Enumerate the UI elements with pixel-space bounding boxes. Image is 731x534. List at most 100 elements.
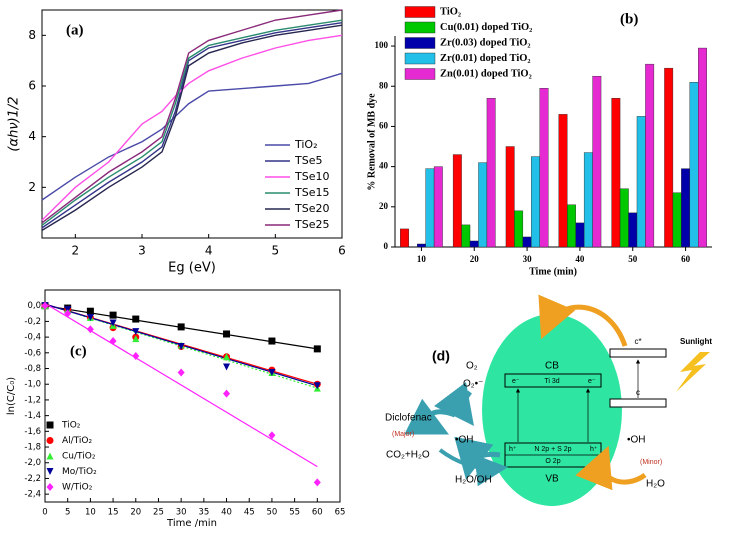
- bar: [400, 228, 409, 248]
- data-line: [41, 9, 343, 224]
- legend-label: Al/TiO₂: [62, 436, 92, 446]
- x-tick-label: 5: [272, 244, 280, 258]
- y-tick-label: -0,4: [24, 333, 41, 343]
- diagram-label: Ti 3d: [544, 378, 559, 385]
- y-tick-label: 20: [379, 201, 389, 211]
- reaction-arrow: [438, 448, 508, 487]
- x-axis-title: Eg (eV): [168, 261, 216, 276]
- legend-label: Zn(0.01) doped TiO₂: [440, 68, 532, 79]
- legend-label: W/TiO₂: [62, 483, 93, 493]
- bar: [478, 162, 488, 248]
- diagram-label: N 2p + S 2p: [534, 446, 571, 453]
- diagram-label: c*: [634, 337, 641, 346]
- x-axis-title: Time /min: [166, 518, 217, 529]
- c-box: [609, 398, 667, 408]
- bar: [416, 243, 426, 248]
- x-tick-label: 3: [138, 244, 146, 258]
- x-tick-label: 45: [244, 508, 255, 518]
- bar: [645, 63, 655, 248]
- diagram-label: H₂O/OH: [455, 475, 492, 486]
- diagram-label: Sunlight: [680, 337, 712, 346]
- c-star-box: [609, 348, 667, 358]
- bar: [425, 168, 435, 248]
- diagram-label: O₂•⁻: [463, 379, 483, 390]
- legend-swatch: [46, 421, 54, 429]
- legend-label: TiO₂: [440, 6, 461, 17]
- bar: [486, 98, 496, 248]
- cb-box: [504, 373, 602, 388]
- legend-swatch: [404, 37, 436, 49]
- y-tick-label: -1,8: [24, 443, 41, 453]
- diagram-label: (Minor): [640, 459, 662, 466]
- panel-label: (d): [432, 348, 450, 364]
- y-tick-label: 60: [379, 120, 389, 130]
- reaction-arrow: [404, 398, 456, 435]
- bar: [469, 240, 479, 248]
- data-point: [86, 325, 94, 334]
- y-tick-label: -2,0: [24, 458, 41, 468]
- x-tick-label: 40: [575, 254, 585, 264]
- y-axis-title: % Removal of MB dye: [366, 93, 377, 191]
- y-tick-label: -1,2: [24, 395, 41, 405]
- data-point: [86, 307, 94, 315]
- legend-label: TSe10: [294, 170, 329, 183]
- y-tick-label: 80: [379, 80, 389, 90]
- x-tick-label: 6: [338, 244, 346, 258]
- x-tick-label: 15: [108, 508, 119, 518]
- bar: [681, 168, 691, 248]
- legend-label: TiO₂: [294, 138, 318, 151]
- reaction-arrow: [434, 381, 474, 427]
- x-tick-label: 20: [130, 508, 141, 518]
- x-tick-label: 0: [42, 508, 47, 518]
- plot-frame: [41, 9, 343, 239]
- y-tick-label: -2,4: [24, 490, 41, 500]
- data-point: [223, 389, 231, 398]
- bar: [619, 188, 629, 248]
- plot-frame: [44, 289, 341, 503]
- y-tick-label: -0,8: [24, 364, 41, 374]
- legend-swatch: [404, 68, 436, 80]
- legend-swatch: [46, 437, 54, 444]
- bar: [539, 88, 549, 248]
- bar: [672, 192, 682, 248]
- y-tick-label: 40: [379, 161, 389, 171]
- data-point: [313, 478, 321, 487]
- legend-label: TiO₂: [61, 421, 81, 431]
- data-point: [223, 363, 231, 371]
- x-tick-label: 40: [221, 508, 232, 518]
- x-tick-label: 50: [628, 254, 638, 264]
- data-point: [132, 335, 140, 343]
- legend-label: Cu/TiO₂: [62, 452, 96, 462]
- diagram-label: e⁻: [512, 378, 520, 385]
- diagram-label: e⁻: [588, 378, 596, 385]
- diagram-label: CB: [545, 361, 559, 372]
- bar: [611, 98, 621, 248]
- x-tick-label: 10: [85, 508, 96, 518]
- panel-label: (c): [70, 343, 87, 359]
- x-tick-label: 25: [153, 508, 164, 518]
- sunlight-bolt: [676, 352, 710, 392]
- data-line: [41, 24, 343, 231]
- x-tick-label: 60: [312, 508, 323, 518]
- legend-label: TSe25: [294, 218, 329, 231]
- y-tick-label: -2,2: [24, 474, 41, 484]
- bar: [583, 152, 593, 248]
- x-tick-label: 5: [65, 508, 70, 518]
- x-tick-label: 10: [417, 254, 427, 264]
- bar: [698, 47, 707, 248]
- data-line: [41, 72, 343, 201]
- data-point: [177, 323, 185, 331]
- y-tick-label: 6: [28, 79, 36, 93]
- legend-label: TSe15: [294, 186, 329, 199]
- diagram-label: H₂O: [646, 479, 665, 490]
- y-axis-title: ln(C/C₀): [6, 377, 17, 415]
- data-point: [109, 311, 117, 319]
- bar: [575, 222, 585, 248]
- legend-label: Zr(0.01) doped TiO₂: [440, 53, 531, 64]
- diagram-label: h⁺: [509, 446, 517, 453]
- injection-arrow: [538, 294, 628, 347]
- y-tick-label: 4: [28, 129, 36, 143]
- data-point: [313, 382, 321, 390]
- bar: [664, 67, 674, 248]
